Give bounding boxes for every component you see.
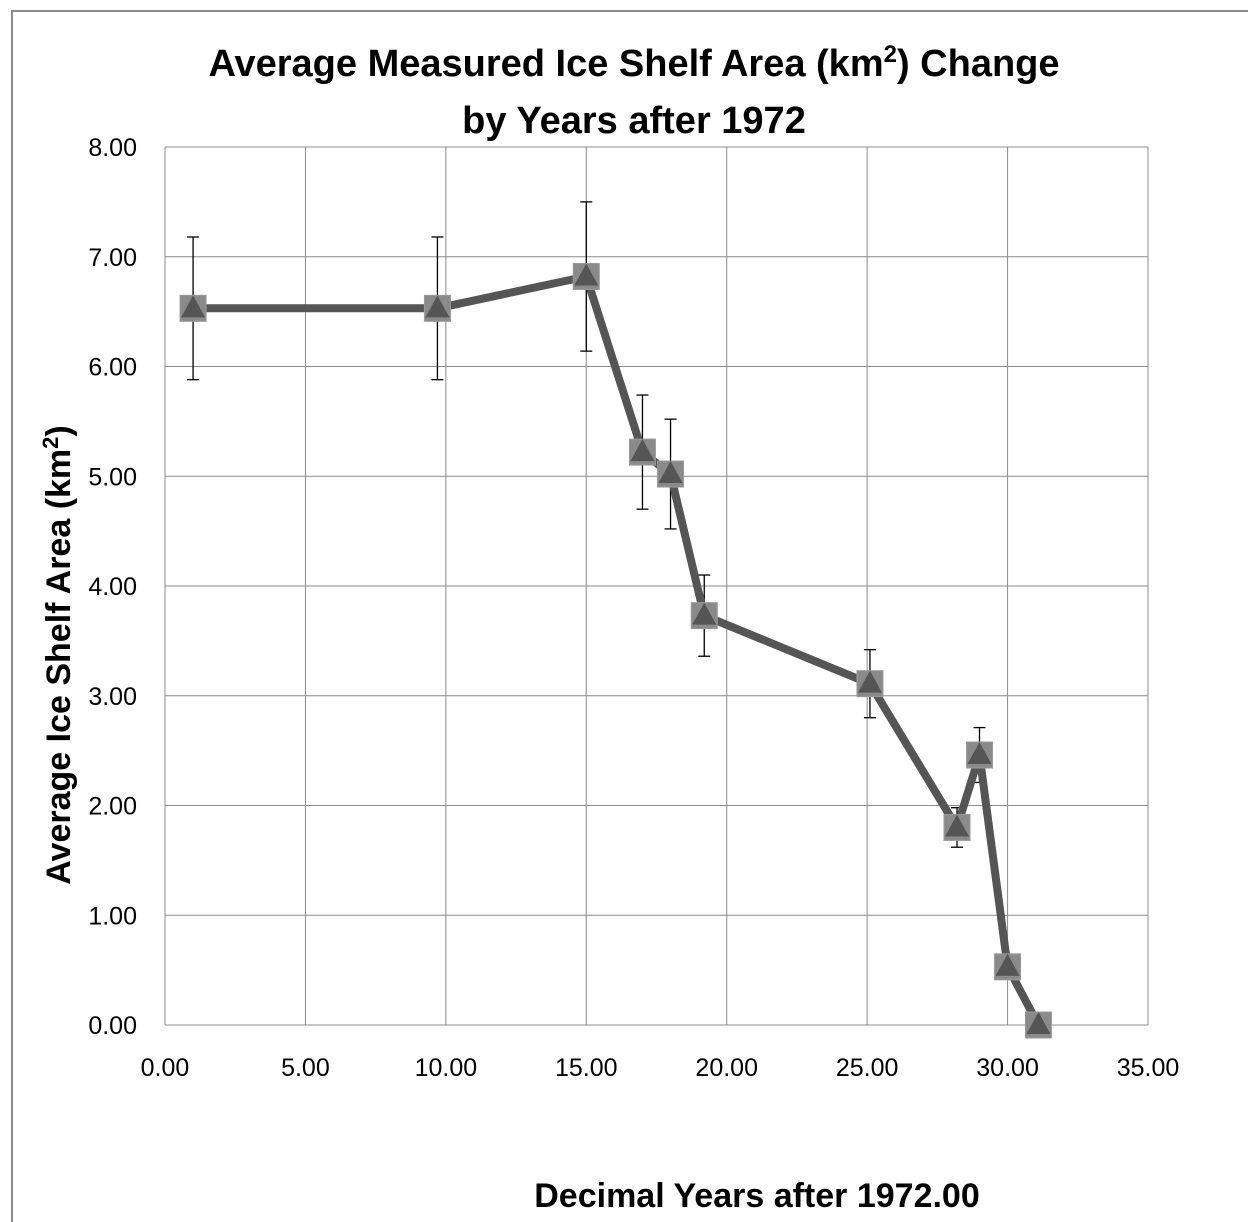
y-tick-label: 5.00 — [88, 463, 137, 491]
y-axis-ticks: 0.00 1.00 2.00 3.00 4.00 5.00 6.00 7.00 8.00 — [88, 134, 137, 1040]
x-tick-label: 30.00 — [976, 1054, 1039, 1082]
x-tick-label: 15.00 — [555, 1054, 618, 1082]
data-point — [628, 438, 656, 466]
data-point — [572, 263, 600, 291]
data-point — [943, 813, 971, 841]
series-line-group — [189, 272, 1043, 1029]
data-point — [856, 670, 884, 698]
y-axis-title: Average Ice Shelf Area (km2) — [38, 425, 78, 885]
chart-title-line2: by Years after 1972 — [462, 100, 806, 142]
data-point — [690, 602, 718, 630]
y-tick-label: 1.00 — [88, 902, 137, 930]
x-tick-label: 0.00 — [141, 1054, 190, 1082]
data-point — [1024, 1011, 1052, 1039]
y-tick-label: 0.00 — [88, 1012, 137, 1040]
y-tick-label: 8.00 — [88, 134, 137, 162]
x-axis-ticks: 0.00 5.00 10.00 15.00 20.00 25.00 30.00 35.00 — [141, 1054, 1180, 1082]
data-point — [965, 741, 993, 769]
chart-frame — [11, 10, 1248, 1222]
y-tick-label: 3.00 — [88, 683, 137, 711]
data-point — [657, 460, 685, 488]
series-line — [189, 272, 1043, 1029]
x-tick-label: 20.00 — [695, 1054, 758, 1082]
series-markers — [179, 263, 1052, 1039]
x-tick-label: 10.00 — [415, 1054, 478, 1082]
y-tick-label: 6.00 — [88, 354, 137, 382]
x-tick-label: 35.00 — [1117, 1054, 1180, 1082]
x-tick-label: 25.00 — [836, 1054, 899, 1082]
x-axis-title: Decimal Years after 1972.00 — [534, 1177, 980, 1215]
x-tick-label: 5.00 — [281, 1054, 330, 1082]
data-point — [423, 294, 451, 322]
data-point — [179, 294, 207, 322]
chart-title-line1: Average Measured Ice Shelf Area (km2) Ch… — [208, 41, 1059, 85]
y-tick-label: 4.00 — [88, 573, 137, 601]
data-point — [994, 953, 1022, 981]
y-tick-label: 7.00 — [88, 244, 137, 272]
y-tick-label: 2.00 — [88, 793, 137, 821]
